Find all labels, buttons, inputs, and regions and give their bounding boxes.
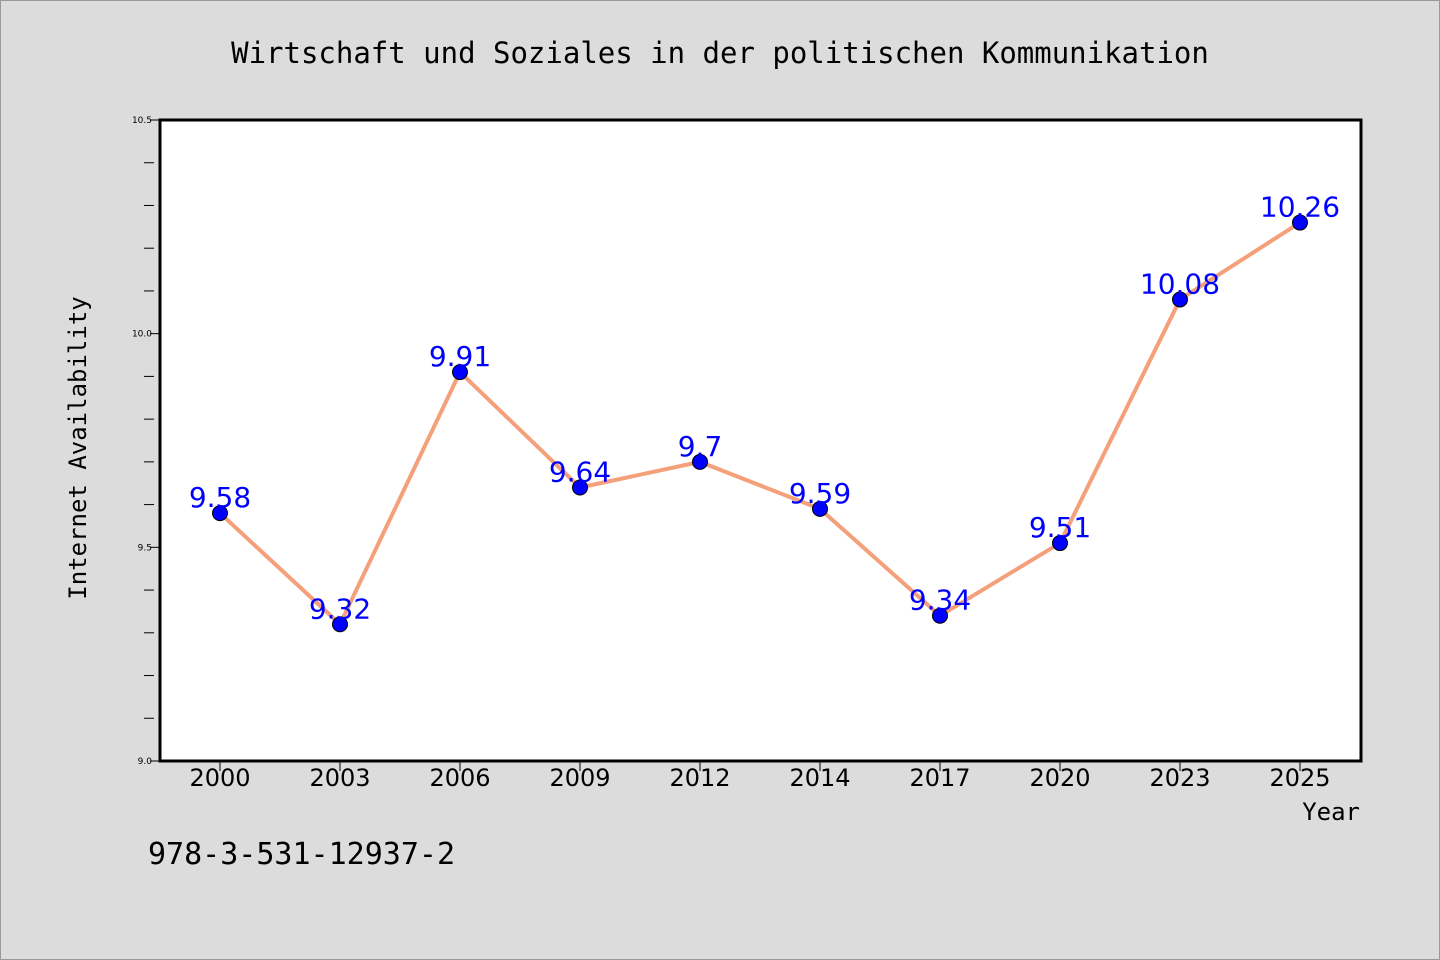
- data-point: [572, 479, 588, 496]
- data-label: 9.32: [309, 592, 371, 625]
- data-point: [452, 364, 468, 381]
- series-layer: 9.58 9.32 9.91 9.64 9.7 9.59 9.34 9.51 10.08 10.2…: [189, 191, 1340, 633]
- data-point: [1172, 291, 1188, 308]
- y-axis: 9.0 9.5 10.0 10.5: [132, 116, 160, 767]
- x-tick-label: 2014: [789, 764, 850, 792]
- x-tick-label: 2009: [549, 764, 610, 792]
- data-point: [212, 505, 228, 522]
- x-axis-label: Year: [1302, 798, 1360, 826]
- data-label: 9.64: [549, 456, 611, 489]
- data-point: [692, 453, 708, 470]
- series-line: [218, 220, 1302, 627]
- x-tick-label: 2020: [1029, 764, 1090, 792]
- data-label: 9.7: [678, 430, 723, 463]
- data-label: 9.58: [189, 481, 251, 514]
- x-tick-label: 2025: [1269, 764, 1330, 792]
- y-tick-label: 9.5: [138, 543, 152, 553]
- data-label: 9.34: [909, 584, 971, 617]
- x-tick-label: 2000: [189, 764, 250, 792]
- data-label: 10.26: [1260, 191, 1340, 224]
- data-label: 9.91: [429, 340, 491, 373]
- x-tick-label: 2023: [1149, 764, 1210, 792]
- y-tick-label: 10.5: [132, 116, 152, 126]
- data-label: 9.51: [1029, 511, 1091, 544]
- isbn-text: 978-3-531-12937-2: [148, 837, 455, 872]
- x-tick-label: 2006: [429, 764, 490, 792]
- x-tick-label: 2003: [309, 764, 370, 792]
- data-point: [1292, 214, 1308, 231]
- y-tick-label: 9.0: [138, 757, 153, 767]
- data-label: 10.08: [1140, 267, 1220, 300]
- y-tick-label: 10.0: [132, 330, 152, 340]
- data-label: 9.59: [789, 477, 851, 510]
- chart-title: Wirtschaft und Soziales in der politisch…: [231, 36, 1209, 70]
- plot-area: [158, 118, 1363, 763]
- data-point: [1052, 535, 1068, 552]
- data-point: [932, 607, 948, 624]
- data-point: [812, 500, 828, 517]
- x-tick-label: 2017: [909, 764, 970, 792]
- data-point: [332, 616, 348, 633]
- x-tick-label: 2012: [669, 764, 730, 792]
- y-axis-label: Internet Availability: [64, 296, 92, 599]
- x-axis: 2000 2003 2006 2009 2012 2014 2017 2020 2023 2025: [189, 761, 1331, 792]
